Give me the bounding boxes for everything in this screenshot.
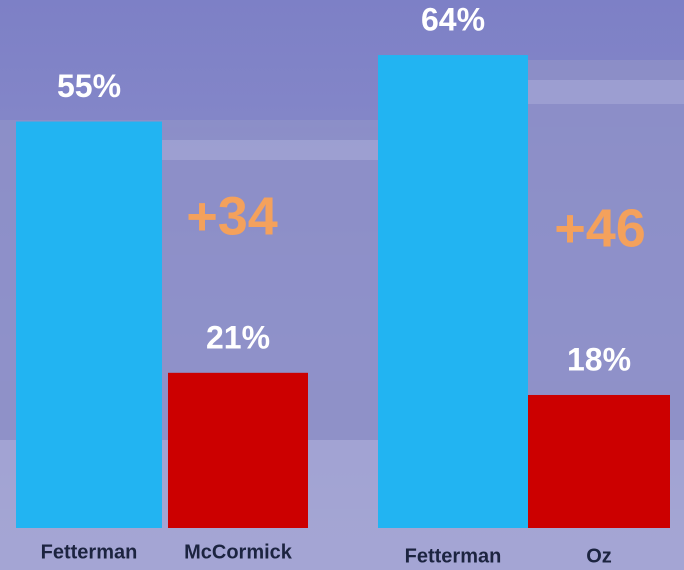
bar (378, 55, 528, 528)
category-label: McCormick (184, 541, 293, 563)
category-label: Fetterman (41, 541, 138, 563)
value-label: 64% (421, 1, 485, 37)
margin-annotation: +34 (186, 186, 278, 246)
value-label: 55% (57, 68, 121, 104)
bar (16, 122, 162, 528)
category-label: Oz (586, 545, 612, 567)
chart: 55% Fetterman 21% McCormick +34 64% Fetterman 1… (0, 0, 684, 570)
bar (528, 395, 670, 528)
category-label: Fetterman (405, 545, 502, 567)
value-label: 18% (567, 341, 631, 377)
value-label: 21% (206, 319, 270, 355)
margin-annotation: +46 (554, 198, 646, 258)
bar (168, 373, 308, 528)
